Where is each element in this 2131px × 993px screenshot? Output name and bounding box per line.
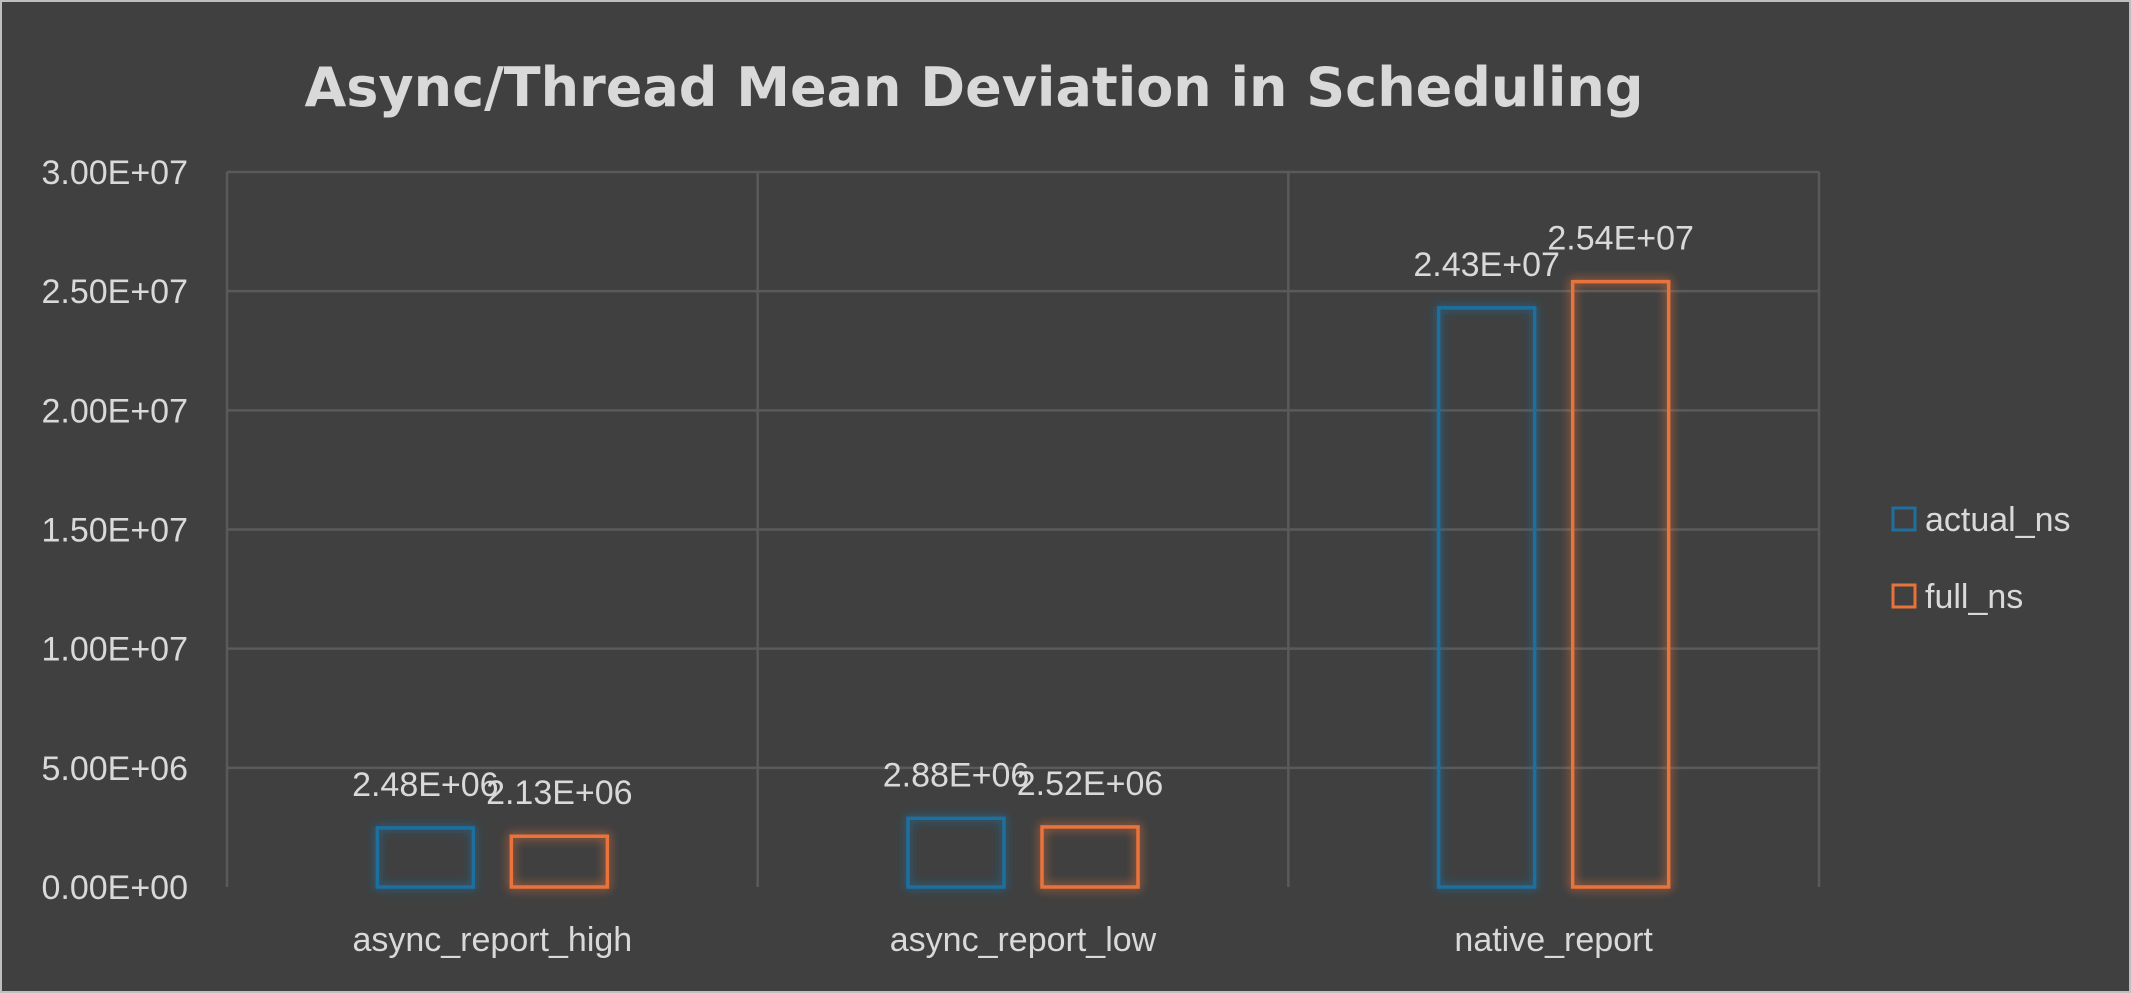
data-label: 2.88E+06 [883, 756, 1030, 794]
x-category-label: async_report_high [352, 921, 632, 959]
chart-title: Async/Thread Mean Deviation in Schedulin… [305, 56, 1644, 119]
data-label: 2.13E+06 [486, 774, 633, 812]
y-tick-label: 5.00E+06 [41, 750, 188, 788]
y-tick-label: 0.00E+00 [41, 869, 188, 907]
y-tick-label: 1.00E+07 [41, 631, 188, 669]
bar-full_ns-async_report_high [509, 834, 610, 889]
legend-swatch [1891, 583, 1917, 609]
data-label: 2.52E+06 [1017, 765, 1164, 803]
legend-label: actual_ns [1925, 501, 2071, 539]
y-tick-label: 1.50E+07 [41, 512, 188, 550]
data-label: 2.43E+07 [1413, 246, 1560, 284]
bar-full_ns-async_report_low [1040, 825, 1140, 889]
legend-label: full_ns [1925, 578, 2023, 616]
y-tick-label: 2.00E+07 [41, 392, 188, 430]
bar-actual_ns-async_report_high [375, 826, 476, 889]
data-label: 2.48E+06 [352, 766, 499, 804]
y-tick-label: 2.50E+07 [41, 273, 188, 311]
legend: actual_ns full_ns [1891, 501, 2071, 616]
bar-full_ns-native_report [1570, 279, 1671, 889]
x-category-label: native_report [1454, 921, 1653, 959]
legend-swatch [1891, 506, 1917, 532]
bar-actual_ns-async_report_low [906, 816, 1006, 889]
x-category-label: async_report_low [890, 921, 1157, 959]
bar-actual_ns-native_report [1436, 306, 1537, 889]
y-tick-label: 3.00E+07 [41, 154, 188, 192]
data-label: 2.54E+07 [1547, 220, 1694, 258]
